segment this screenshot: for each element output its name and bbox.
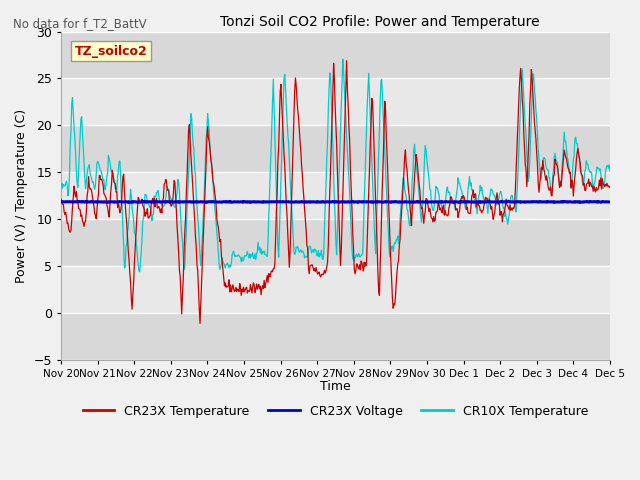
Legend: CR23X Temperature, CR23X Voltage, CR10X Temperature: CR23X Temperature, CR23X Voltage, CR10X …: [78, 400, 593, 423]
Bar: [61, 313, 610, 360]
Bar: [61, 32, 610, 79]
Bar: [61, 266, 610, 313]
Y-axis label: Power (V) / Temperature (C): Power (V) / Temperature (C): [15, 109, 28, 283]
Bar: [61, 79, 610, 125]
Bar: [61, 219, 610, 266]
Text: No data for f_T2_BattV: No data for f_T2_BattV: [13, 17, 147, 30]
X-axis label: Time: Time: [320, 381, 351, 394]
Title: Tonzi Soil CO2 Profile: Power and Temperature: Tonzi Soil CO2 Profile: Power and Temper…: [220, 15, 540, 29]
Bar: [61, 172, 610, 219]
Bar: [61, 125, 610, 172]
Text: TZ_soilco2: TZ_soilco2: [75, 45, 148, 58]
